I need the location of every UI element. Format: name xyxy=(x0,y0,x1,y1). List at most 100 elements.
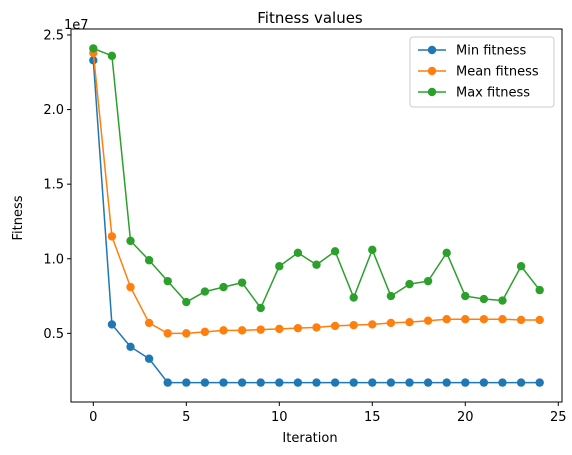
plot-frame xyxy=(70,28,563,403)
min-fitness-point xyxy=(293,378,303,387)
mean-fitness-point xyxy=(237,326,247,335)
min-fitness-point xyxy=(516,378,526,387)
min-fitness-point xyxy=(535,378,544,387)
mean-fitness-point xyxy=(442,314,451,324)
y-tick-label: 2.0 xyxy=(43,103,64,118)
mean-fitness-point xyxy=(386,318,396,328)
min-fitness-point xyxy=(405,378,414,387)
max-fitness-point xyxy=(182,297,191,307)
max-fitness-point xyxy=(163,276,172,286)
max-fitness-point xyxy=(330,247,340,256)
min-fitness-point xyxy=(330,378,340,387)
x-tick-label: 5 xyxy=(182,410,190,425)
y-tick-label: 0.5 xyxy=(43,327,64,342)
max-fitness-point xyxy=(349,293,358,302)
x-tick-label: 25 xyxy=(550,410,567,425)
legend-label: Max fitness xyxy=(456,86,530,101)
mean-fitness-point xyxy=(423,316,433,325)
min-fitness-point xyxy=(107,320,117,329)
max-fitness-point xyxy=(200,287,210,296)
min-fitness-point xyxy=(368,378,377,387)
mean-fitness-point xyxy=(182,329,191,338)
y-tick-label: 1.5 xyxy=(43,178,64,193)
mean-fitness-point xyxy=(535,315,544,325)
mean-fitness-point xyxy=(107,232,117,241)
min-fitness-point xyxy=(256,378,265,387)
max-fitness-point xyxy=(89,44,98,53)
max-fitness-point xyxy=(144,256,154,265)
legend: Min fitness Mean fitness Max fitness xyxy=(409,36,555,108)
x-tick-label: 15 xyxy=(364,410,381,425)
max-fitness-point xyxy=(126,236,135,246)
max-fitness-point xyxy=(535,285,544,295)
min-fitness-point xyxy=(349,378,358,387)
legend-label: Min fitness xyxy=(456,44,526,59)
mean-fitness-point xyxy=(330,321,340,331)
min-fitness-point xyxy=(498,378,507,387)
min-fitness-point xyxy=(423,378,433,387)
min-fitness-point xyxy=(461,378,470,387)
min-fitness-point xyxy=(312,378,321,387)
max-fitness-point xyxy=(237,278,247,287)
min-fitness-point xyxy=(442,378,451,387)
max-fitness-point xyxy=(461,291,470,301)
y-tick-label: 2.5 xyxy=(43,28,64,43)
mean-fitness-point xyxy=(219,326,228,335)
mean-fitness-point xyxy=(368,320,377,329)
mean-fitness-point xyxy=(405,317,414,327)
mean-fitness-point xyxy=(479,314,489,324)
mean-fitness-point xyxy=(293,323,303,333)
max-fitness-point xyxy=(107,51,117,61)
max-fitness-point xyxy=(293,248,303,257)
legend-swatch-marker xyxy=(427,66,437,76)
min-fitness-point xyxy=(219,378,228,387)
mean-fitness-point xyxy=(275,324,284,334)
max-fitness-point xyxy=(256,303,265,313)
axis-ticks: 0 5 10 15 20 25 0.5 1.0 1.5 2.0 2.5 xyxy=(43,28,566,425)
x-tick-label: 10 xyxy=(271,410,288,425)
legend-box xyxy=(409,36,555,108)
min-fitness-point xyxy=(126,342,135,351)
mean-fitness-point xyxy=(163,329,172,338)
min-fitness-point xyxy=(89,56,98,65)
min-fitness-point xyxy=(144,354,154,363)
max-fitness-point xyxy=(516,262,526,271)
max-fitness-point xyxy=(275,262,284,271)
min-fitness-point xyxy=(200,378,210,387)
mean-fitness-point xyxy=(200,327,210,337)
y-tick-label: 1.0 xyxy=(43,252,64,267)
min-fitness-point xyxy=(182,378,191,387)
max-fitness-point xyxy=(479,294,489,304)
legend-label: Mean fitness xyxy=(456,65,539,80)
min-fitness-point xyxy=(479,378,489,387)
legend-swatch-marker xyxy=(427,45,437,55)
min-fitness-point xyxy=(237,378,247,387)
mean-fitness-point xyxy=(498,314,507,324)
max-fitness-point xyxy=(368,245,377,255)
chart-title: Fitness values xyxy=(257,9,363,27)
max-fitness-point xyxy=(219,282,228,292)
mean-fitness-point xyxy=(256,325,265,334)
y-axis-offset-label: 1e7 xyxy=(64,18,89,33)
min-fitness-point xyxy=(163,378,172,387)
mean-fitness-point xyxy=(126,282,135,292)
mean-fitness-point xyxy=(516,315,526,325)
max-fitness-point xyxy=(498,296,507,305)
series-group xyxy=(89,44,544,387)
min-fitness-point xyxy=(275,378,284,387)
y-axis-label: Fitness xyxy=(11,195,26,240)
min-fitness-line xyxy=(92,60,540,384)
x-tick-label: 0 xyxy=(89,410,97,425)
min-fitness-point xyxy=(386,378,396,387)
max-fitness-point xyxy=(423,276,433,286)
x-axis-label: Iteration xyxy=(282,431,337,446)
max-fitness-point xyxy=(405,279,414,289)
max-fitness-point xyxy=(442,248,451,257)
mean-fitness-point xyxy=(144,318,154,328)
mean-fitness-point xyxy=(312,323,321,332)
x-tick-label: 20 xyxy=(457,410,474,425)
mean-fitness-point xyxy=(349,320,358,330)
max-fitness-point xyxy=(386,291,396,301)
